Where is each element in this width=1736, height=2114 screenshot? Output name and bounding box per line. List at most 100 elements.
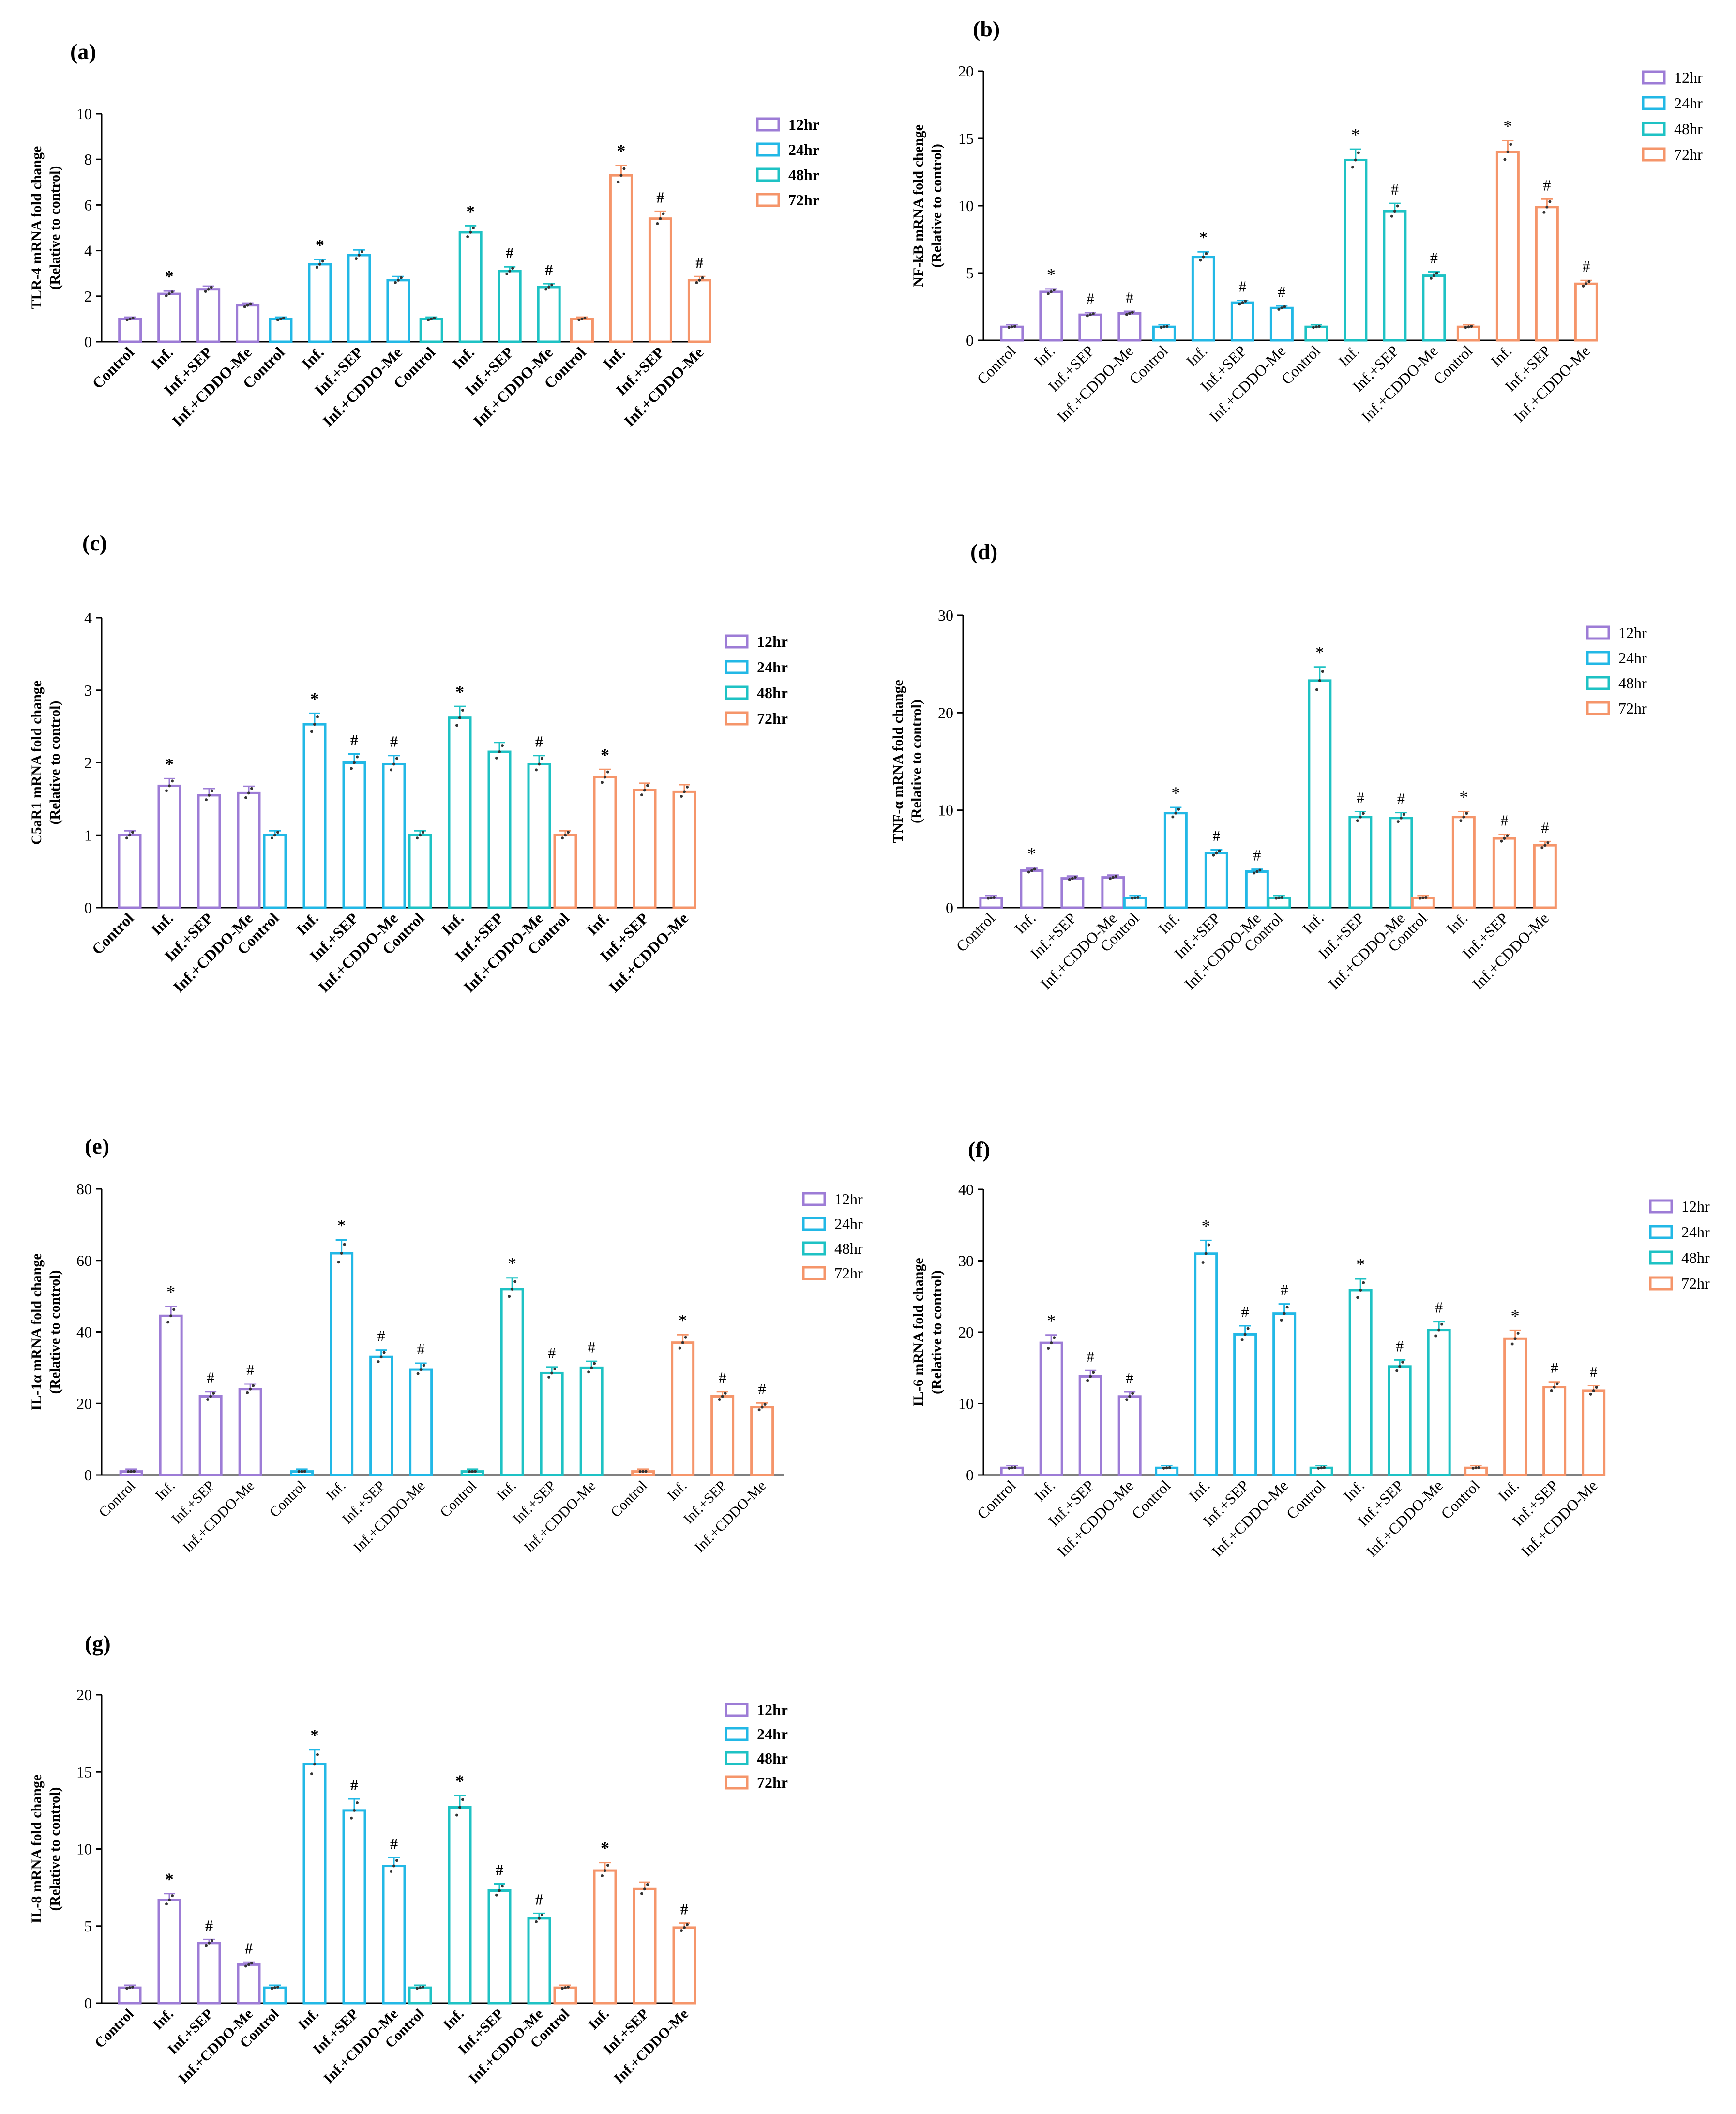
significance-star: * [1459,788,1468,807]
significance-star: * [165,267,174,286]
legend-label-24hr: 24hr [757,1725,788,1743]
data-point [205,1944,208,1947]
bar-72hr-control [570,318,594,343]
x-tick-label: Control [91,2006,137,2052]
significance-star: * [1202,1216,1210,1235]
bar-72hr-inf-sep [1542,1386,1567,1476]
bar-24hr-inf-sep [1230,301,1254,342]
data-point [1470,325,1473,328]
legend-label-12hr: 12hr [1681,1198,1710,1215]
significance-hash: # [377,1327,385,1345]
data-point [1128,1395,1132,1398]
legend-swatch-12hr [725,634,749,649]
bar-72hr-inf-cddo-me [1582,1389,1606,1476]
data-point [133,1470,136,1473]
significance-star: * [165,754,174,774]
data-point [1321,670,1324,673]
data-point [1459,819,1463,822]
data-point [167,292,171,296]
x-tick-label: Inf.+CDDO-Me [692,1478,770,1556]
data-point [350,1816,353,1820]
y-axis-subtitle: (Relative to control) [47,700,63,824]
data-point [1013,325,1016,328]
bar-12hr-control [118,318,142,343]
data-point [1274,897,1278,900]
x-tick-label: Inf. [1494,1476,1522,1504]
data-point [1073,876,1077,879]
bar-72hr-inf- [593,776,617,909]
data-point [1421,896,1425,899]
data-point [763,1403,767,1406]
bar-48hr-inf- [458,231,483,343]
data-point [1052,288,1056,291]
legend-swatch-12hr [756,117,780,132]
data-point [318,262,321,266]
data-point [511,1287,514,1291]
bar-72hr-inf- [1451,816,1476,909]
bar-48hr-inf-sep [498,270,522,343]
data-point [279,317,282,320]
bar-48hr-inf-cddo-me [1389,817,1413,909]
data-point [172,1308,176,1311]
bar-48hr-inf- [1344,158,1368,342]
data-point [659,217,662,220]
data-point [276,1985,279,1989]
legend-swatch-72hr [756,193,780,207]
data-point [550,283,554,287]
bar-24hr-inf- [308,263,332,343]
significance-star: * [1047,1311,1056,1330]
data-point [1440,1323,1444,1326]
data-point [310,1772,313,1776]
bar-48hr-control [408,834,432,909]
bar-72hr-inf- [1503,1337,1527,1476]
data-point [166,1321,170,1324]
significance-hash: # [1087,1348,1094,1365]
bar-12hr-inf- [1020,869,1044,909]
significance-hash: # [1543,176,1551,194]
y-tick-label: 3 [84,682,92,699]
x-tick-label: Control [266,1478,309,1521]
data-point [303,1470,306,1473]
data-point [433,317,436,320]
bar-72hr-inf- [593,1869,617,2005]
legend-label-72hr: 72hr [757,1774,788,1791]
bar-24hr-inf- [1194,1252,1218,1476]
x-tick-label: Inf. [148,909,177,938]
data-point [282,317,285,320]
data-point [1435,272,1438,275]
data-point [211,1939,213,1942]
x-tick-label: Inf.+CDDO-Me [350,1478,428,1556]
data-point [564,1986,567,1990]
legend-label-24hr: 24hr [788,141,819,158]
bar-72hr-inf-sep [633,789,657,909]
y-tick-label: 0 [84,899,92,916]
legend-swatch-48hr [725,1751,749,1765]
significance-hash: # [417,1340,425,1358]
data-point [310,730,313,733]
data-point [1165,325,1169,328]
data-point [127,1470,130,1473]
bar-12hr-inf-cddo-me [237,1963,261,2005]
data-point [390,768,392,772]
legend-label-12hr: 12hr [757,633,788,650]
panel-label: (f) [968,1137,990,1162]
data-point [458,716,461,719]
data-point [395,1859,398,1862]
bar-72hr-inf-sep [710,1395,735,1476]
y-tick-label: 15 [958,130,974,147]
legend-swatch-48hr [802,1241,826,1256]
legend-label-48hr: 48hr [757,1749,788,1767]
data-point [360,250,363,253]
data-point [271,1987,273,1990]
significance-star: * [466,201,475,221]
significance-hash: # [1241,1303,1249,1321]
legend-swatch-24hr [725,1727,749,1741]
data-point [1467,325,1470,329]
bar-24hr-inf- [302,723,327,909]
y-tick-label: 4 [84,609,92,626]
data-point [337,1261,340,1264]
data-point [350,767,353,770]
significance-hash: # [1126,1369,1133,1386]
data-point [535,768,538,772]
chart-panel-a: (a) 0 2 4 6 8 10 TLR-4 mRNA fold change (Relativ… [29,39,819,430]
